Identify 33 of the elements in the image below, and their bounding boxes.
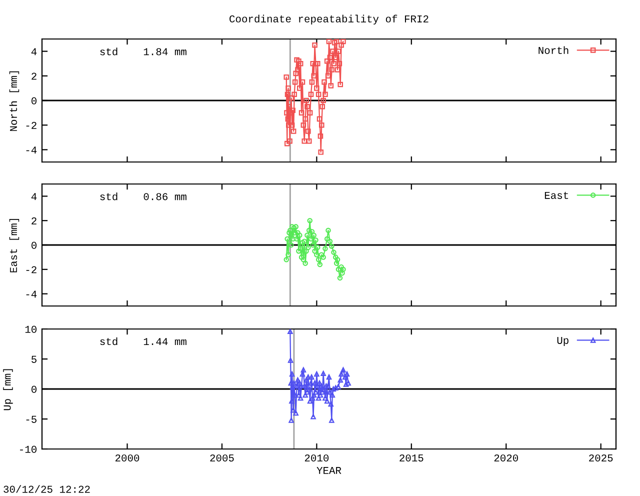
annotation: std 1.84 mm	[100, 48, 186, 56]
y-tick-label: 10	[25, 326, 36, 333]
x-tick-label: 2005	[210, 454, 234, 462]
y-tick-label: 0	[32, 97, 36, 104]
legend-label: Up	[557, 336, 568, 346]
y-tick-label: 4	[31, 48, 37, 56]
x-tick-label: 2025	[589, 454, 613, 462]
text: 30/12/25 12:22	[4, 485, 90, 493]
y-tick-label: 0	[32, 386, 36, 393]
y-axis-title: Up [mm]	[3, 369, 13, 410]
y-tick-label: 5	[32, 356, 36, 363]
legend-label: East	[544, 192, 568, 199]
y-tick-label: 0	[32, 242, 36, 249]
y-tick-label: -2	[26, 266, 36, 274]
y-axis-title: East [mm]	[9, 218, 20, 272]
chart-title: Coordinate repeatability of FRI2	[230, 14, 428, 24]
legend-label: North	[538, 46, 568, 54]
x-tick-label: 2020	[494, 454, 518, 462]
annotation: std 1.44 mm	[100, 337, 186, 346]
y-tick-label: -4	[26, 146, 37, 154]
y-tick-label: 2	[32, 72, 36, 80]
x-tick-label: 2010	[304, 454, 329, 462]
y-tick-label: 2	[32, 217, 36, 224]
y-tick-label: -4	[26, 290, 37, 298]
x-tick-label: 2000	[115, 454, 140, 462]
annotation: std 0.86 mm	[100, 192, 186, 200]
y-axis-title: North [mm]	[9, 71, 20, 131]
y-tick-label: 4	[31, 193, 37, 200]
y-tick-label: -10	[20, 446, 36, 453]
y-tick-label: -2	[26, 122, 36, 129]
y-tick-label: -5	[26, 416, 36, 423]
x-axis-title: YEAR	[316, 467, 342, 474]
x-tick-label: 2015	[400, 454, 424, 462]
